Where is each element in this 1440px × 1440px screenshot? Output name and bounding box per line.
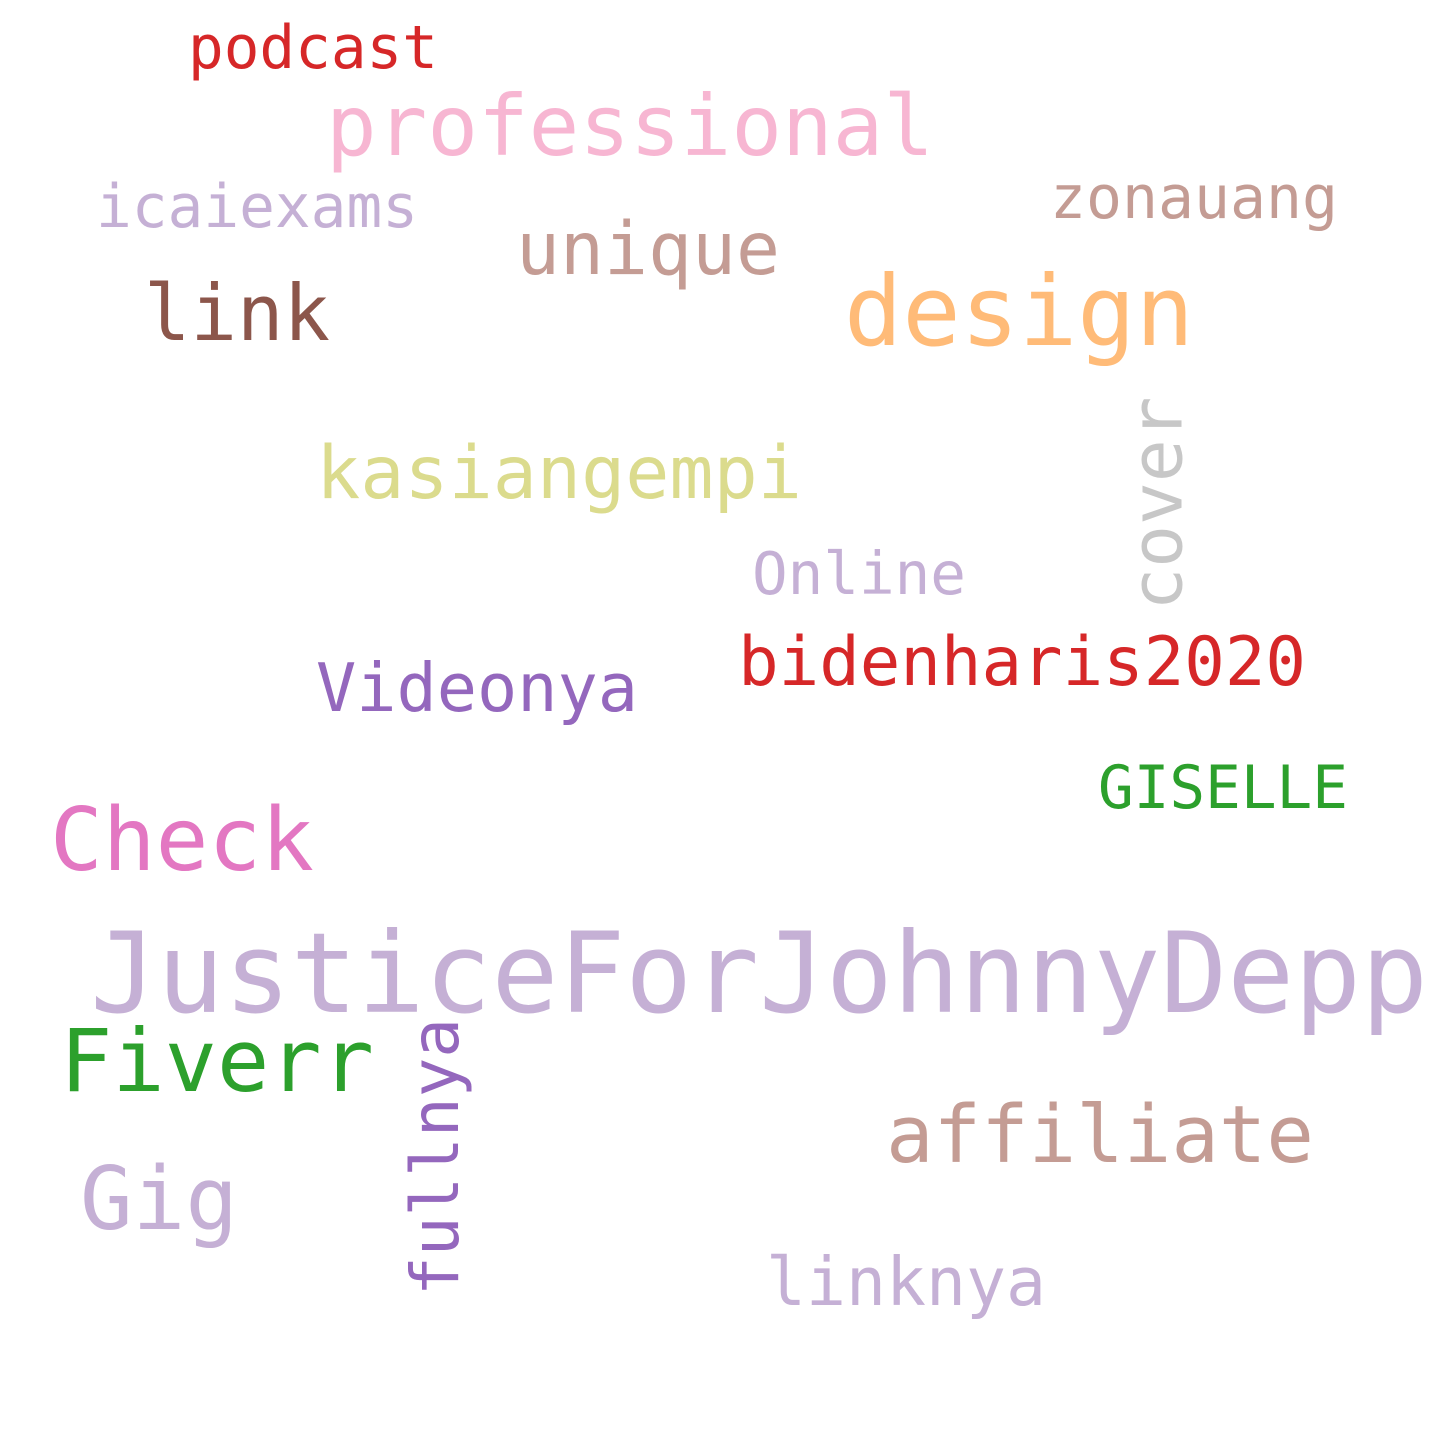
word-kasiangempi: kasiangempi [316,431,802,517]
word-zonauang: zonauang [1050,163,1339,234]
word-fullnya: fullnya [397,1018,474,1296]
word-affiliate: affiliate [886,1088,1314,1181]
word-justiceforjohnnydepp: JusticeForJohnnyDepp [90,910,1428,1040]
word-cover: cover [1115,396,1199,611]
word-unique: unique [516,206,780,292]
word-online: Online [752,539,966,609]
word-giselle: GISELLE [1098,753,1348,823]
word-design: design [844,254,1194,368]
word-gig: Gig [80,1148,238,1251]
word-link: link [144,269,330,360]
word-check: Check [50,789,314,892]
word-icaiexams: icaiexams [96,173,418,243]
word-videonya: Videonya [316,648,638,727]
word-linknya: linknya [766,1242,1046,1321]
word-bidenharis2020: bidenharis2020 [738,622,1306,702]
word-podcast: podcast [188,13,438,83]
word-professional: professional [326,76,934,175]
word-fiverr: Fiverr [60,1010,374,1112]
